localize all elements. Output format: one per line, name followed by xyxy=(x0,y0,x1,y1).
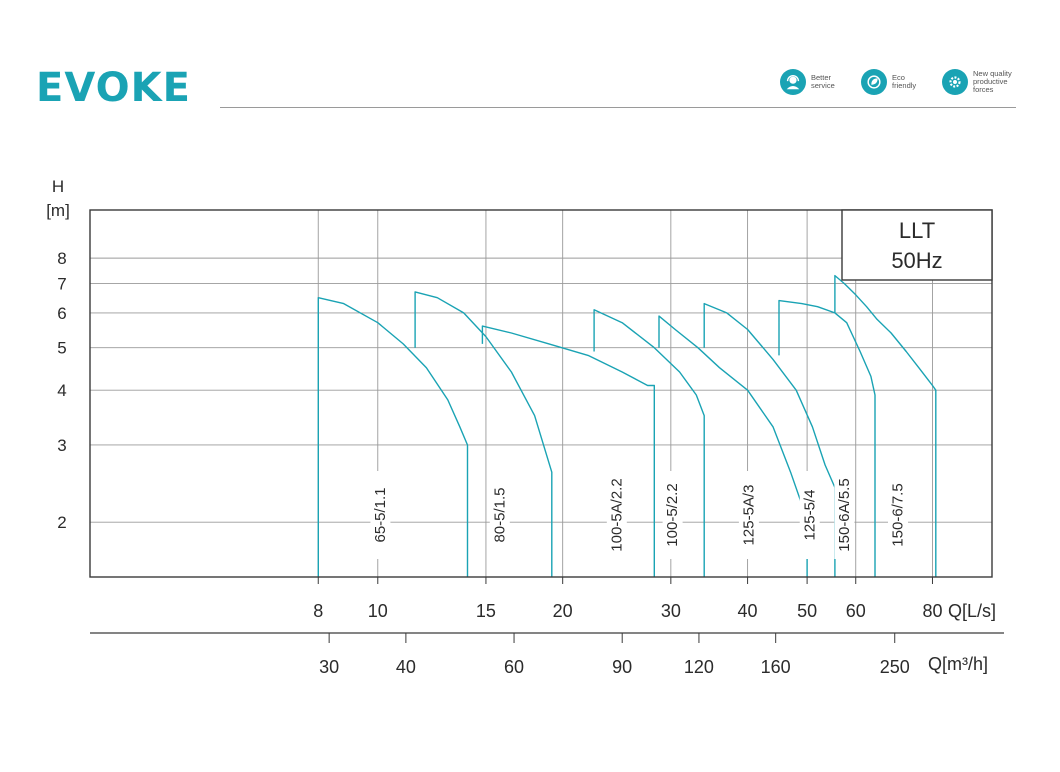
y-axis-label: H xyxy=(52,177,64,196)
curve-150-6-7-5 xyxy=(834,274,937,577)
badge-line: Eco xyxy=(892,73,905,82)
x-tick-label: 20 xyxy=(553,601,573,621)
series-label: 100-5/2.2 xyxy=(664,483,681,546)
badge-line: productive xyxy=(973,77,1008,86)
y-tick-label: 5 xyxy=(57,339,66,358)
y-tick-label: 2 xyxy=(57,513,66,532)
x2-tick-label: 60 xyxy=(504,657,524,677)
x2-tick-label: 120 xyxy=(684,657,714,677)
badge-line: friendly xyxy=(892,81,917,90)
curve-125-5-4 xyxy=(703,302,836,577)
x2-tick-label: 40 xyxy=(396,657,416,677)
x2-tick-label: 160 xyxy=(761,657,791,677)
series-label-bg xyxy=(738,471,759,559)
x-tick-label: 80 xyxy=(922,601,942,621)
x-tick-label: 50 xyxy=(797,601,817,621)
series-label: 125-5A/3 xyxy=(740,485,757,546)
series-label: 150-6/7.5 xyxy=(889,483,906,546)
leaf-icon xyxy=(861,69,887,95)
header-divider xyxy=(220,107,1016,108)
headset-icon xyxy=(780,69,806,95)
series-label-bg xyxy=(834,471,855,559)
x-tick-label: 15 xyxy=(476,601,496,621)
chart-title-box: LLT 50Hz xyxy=(841,209,993,281)
series-label: 100-5A/2.2 xyxy=(608,478,625,551)
series-label-bg xyxy=(489,471,510,559)
x2-tick-label: 90 xyxy=(612,657,632,677)
series-label: 125-5/4 xyxy=(801,490,818,541)
badge-line: forces xyxy=(973,85,994,94)
curve-150-6a-5-5 xyxy=(778,299,876,577)
series-label-bg xyxy=(799,471,820,559)
x-tick-label: 8 xyxy=(313,601,323,621)
y-tick-label: 7 xyxy=(57,275,66,294)
y-tick-label: 3 xyxy=(57,436,66,455)
x2-tick-label: 30 xyxy=(319,657,339,677)
x-tick-label: 10 xyxy=(368,601,388,621)
gear-icon xyxy=(942,69,968,95)
chart-title-line: LLT xyxy=(899,218,935,243)
x-tick-label: 40 xyxy=(738,601,758,621)
series-label-bg xyxy=(887,471,908,559)
curve-65-5-1-1 xyxy=(317,297,469,577)
x-tick-label: 30 xyxy=(661,601,681,621)
badge-line: service xyxy=(811,81,835,90)
curve-80-5-1-5 xyxy=(414,291,553,577)
plot-frame xyxy=(89,209,993,578)
series-label-bg xyxy=(662,471,683,559)
y-axis-unit: [m] xyxy=(46,201,70,220)
series-label-bg xyxy=(606,471,627,559)
series-label: 80-5/1.5 xyxy=(491,487,508,542)
series-label-bg xyxy=(370,471,391,559)
y-tick-label: 4 xyxy=(57,381,66,400)
y-tick-label: 8 xyxy=(57,249,66,268)
x2-axis-label: Q[m³/h] xyxy=(928,654,988,674)
y-tick-label: 6 xyxy=(57,304,66,323)
badge-new-quality: New quality productive forces xyxy=(942,69,1023,95)
x-axis-label: Q[L/s] xyxy=(948,601,996,621)
x-tick-label: 60 xyxy=(846,601,866,621)
badge-eco-friendly: Eco friendly xyxy=(861,69,942,95)
badge-better-service: Better service xyxy=(780,69,861,95)
x2-tick-label: 250 xyxy=(880,657,910,677)
series-label: 65-5/1.1 xyxy=(372,487,389,542)
curve-100-5a-2-2 xyxy=(481,325,655,577)
chart-title-line: 50Hz xyxy=(891,248,942,273)
series-label: 150-6A/5.5 xyxy=(836,478,853,551)
badge-line: New quality xyxy=(973,69,1012,78)
curve-100-5-2-2 xyxy=(593,309,705,577)
brand-logo: EVOKE xyxy=(36,65,191,111)
badge-line: Better xyxy=(811,73,832,82)
